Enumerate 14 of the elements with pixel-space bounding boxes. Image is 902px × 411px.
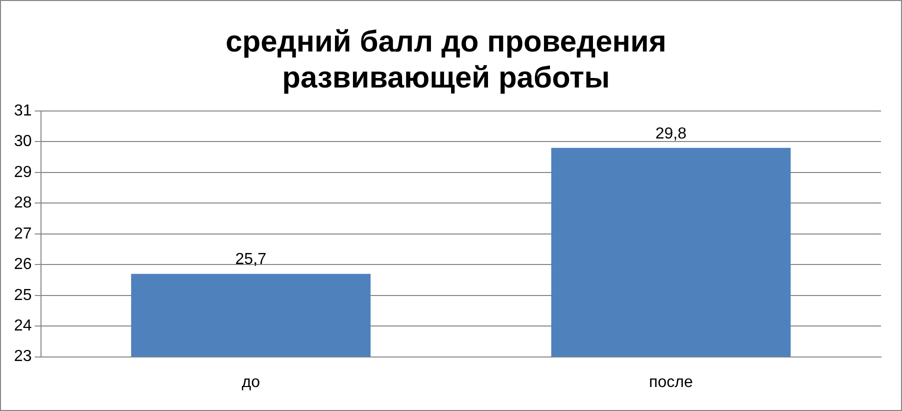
y-tick-label: 25 [14,286,32,304]
y-tick-label: 29 [14,164,32,181]
x-tick-label: после [649,374,693,391]
y-tick-label: 24 [14,317,32,334]
y-tick-label: 31 [14,102,32,120]
chart-title: средний балл до проведения развивающей работы [226,25,666,94]
data-label: 29,8 [655,125,687,142]
x-tick-label: до [242,374,260,391]
y-tick-label: 30 [14,133,32,150]
y-tick-label: 23 [14,348,32,366]
data-label: 25,7 [235,251,267,268]
y-tick-label: 28 [14,194,32,212]
y-tick-label: 26 [14,256,32,274]
y-tick-label: 27 [14,225,32,242]
